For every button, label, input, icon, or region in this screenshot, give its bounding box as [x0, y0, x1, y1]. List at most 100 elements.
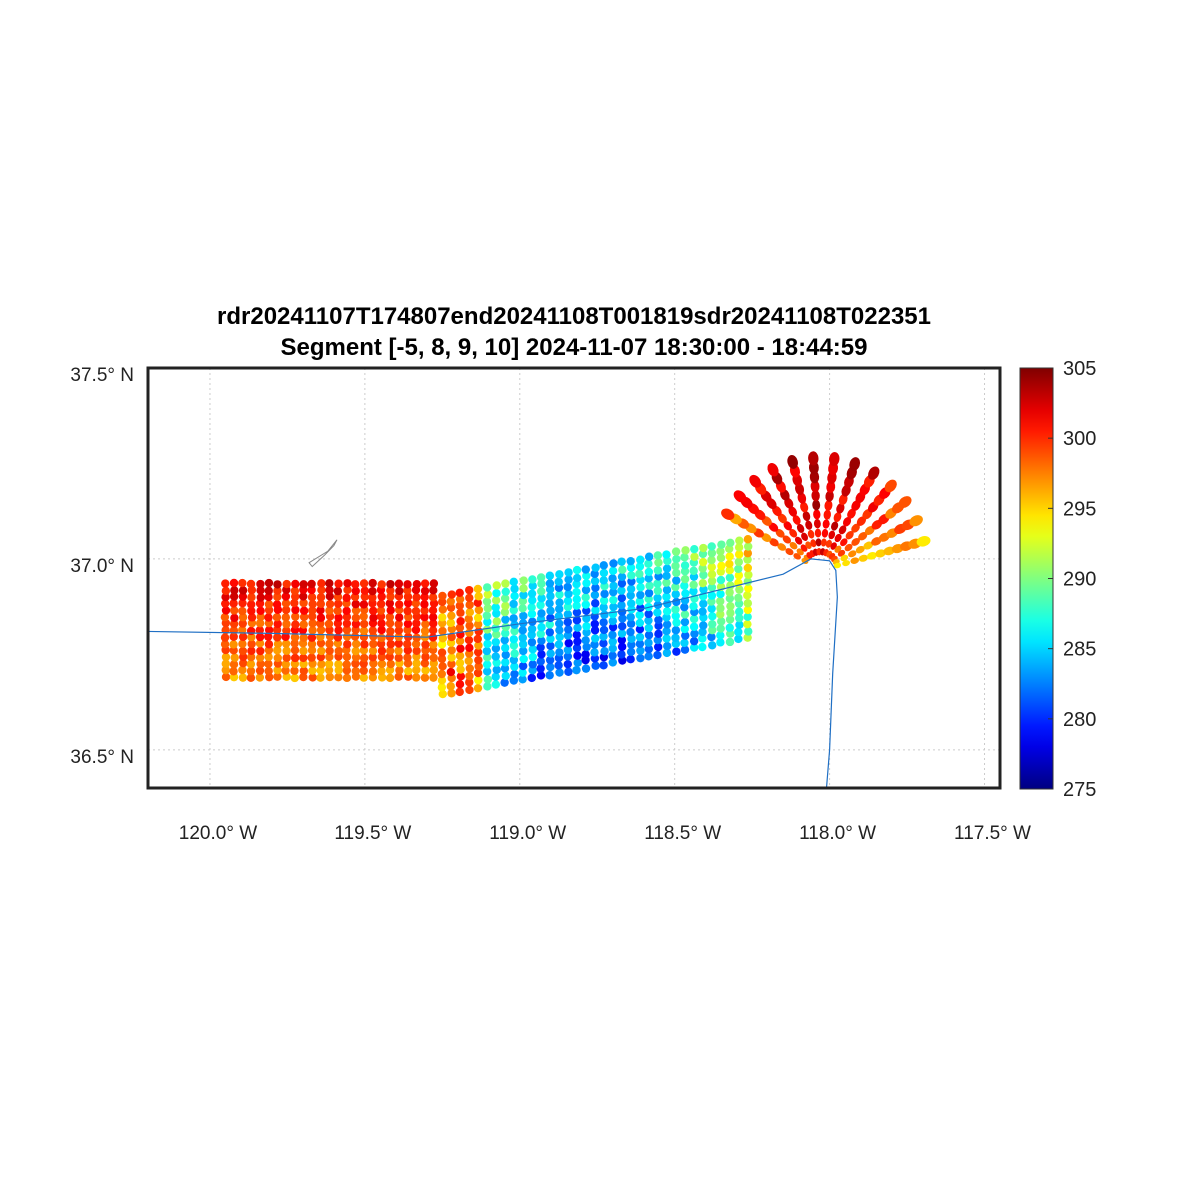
data-point	[350, 632, 360, 641]
data-point	[654, 621, 663, 631]
data-point	[465, 671, 474, 681]
data-point	[825, 539, 832, 548]
data-point	[800, 544, 808, 552]
data-point	[807, 529, 815, 539]
data-point	[238, 592, 248, 601]
data-point	[690, 629, 699, 638]
data-point	[845, 531, 854, 540]
colorbar-tick-label: 305	[1063, 358, 1096, 380]
data-point	[581, 650, 590, 659]
data-point	[360, 586, 370, 595]
data-point	[707, 555, 716, 565]
data-point	[850, 557, 860, 564]
data-point	[403, 666, 413, 676]
data-point	[536, 657, 545, 666]
data-point	[707, 641, 717, 650]
data-point	[465, 600, 474, 610]
data-point	[501, 643, 510, 653]
data-point	[403, 606, 412, 616]
data-point	[299, 646, 308, 656]
data-point	[663, 641, 672, 651]
data-point	[884, 479, 897, 493]
data-point	[527, 589, 537, 598]
x-tick-label: 120.0° W	[179, 823, 257, 844]
data-point	[491, 652, 500, 661]
data-point	[635, 632, 645, 642]
data-point	[420, 673, 430, 682]
data-point	[671, 590, 680, 599]
data-point	[465, 649, 474, 658]
data-point	[474, 605, 484, 615]
data-point	[272, 612, 282, 622]
data-point	[680, 638, 689, 648]
data-point	[377, 666, 386, 676]
data-point	[316, 613, 326, 622]
data-point	[411, 639, 421, 649]
data-point	[428, 593, 438, 602]
data-point	[438, 662, 447, 671]
data-point	[555, 590, 564, 599]
data-point	[581, 600, 591, 609]
data-point	[429, 653, 438, 663]
data-point	[545, 655, 555, 665]
data-point	[492, 617, 502, 626]
data-point	[708, 619, 717, 629]
data-point	[308, 606, 317, 615]
data-point	[564, 638, 573, 648]
data-point	[421, 666, 430, 675]
data-point	[626, 655, 635, 664]
data-point	[465, 585, 474, 595]
data-point	[824, 500, 833, 511]
data-point	[456, 672, 466, 681]
data-point	[482, 667, 492, 676]
data-point	[644, 559, 653, 568]
data-point	[238, 625, 247, 635]
axis-tick-labels: 120.0° W 119.5° W 119.0° W 118.5° W 118.0° W…	[70, 365, 1031, 844]
data-point	[572, 608, 582, 617]
data-point	[858, 554, 868, 562]
data-point	[805, 541, 812, 550]
data-point	[875, 549, 886, 558]
data-point	[519, 576, 528, 585]
data-point	[492, 589, 501, 598]
data-point	[662, 592, 671, 601]
data-point	[785, 548, 794, 556]
data-point	[527, 673, 536, 683]
data-point	[299, 592, 308, 601]
data-point	[385, 673, 395, 683]
data-point	[582, 642, 591, 652]
data-point	[537, 623, 546, 632]
data-point	[377, 625, 386, 635]
data-point	[681, 589, 690, 598]
data-point	[447, 689, 456, 698]
data-point	[814, 528, 822, 538]
data-point	[663, 556, 672, 566]
data-point	[698, 557, 708, 567]
data-point	[238, 586, 248, 595]
data-point	[238, 613, 248, 622]
data-point	[716, 638, 725, 647]
data-point	[735, 536, 744, 545]
data-point	[573, 623, 582, 632]
data-point	[789, 528, 798, 538]
data-point	[420, 606, 429, 615]
data-point	[653, 551, 663, 560]
data-point	[351, 653, 361, 662]
data-point	[600, 646, 609, 656]
data-point	[564, 625, 573, 634]
data-point	[581, 636, 590, 645]
data-point	[247, 639, 256, 649]
data-point	[811, 489, 820, 502]
colorbar-tick-label: 300	[1063, 428, 1096, 450]
data-point	[716, 553, 726, 563]
data-point	[256, 606, 265, 616]
data-point	[437, 597, 447, 607]
data-point	[635, 610, 644, 620]
data-point	[590, 619, 599, 629]
data-point	[528, 596, 537, 605]
y-tick-label: 36.5° N	[70, 747, 134, 768]
data-point	[510, 669, 519, 679]
data-point	[455, 636, 465, 646]
data-point	[734, 557, 744, 567]
data-point	[264, 652, 273, 662]
